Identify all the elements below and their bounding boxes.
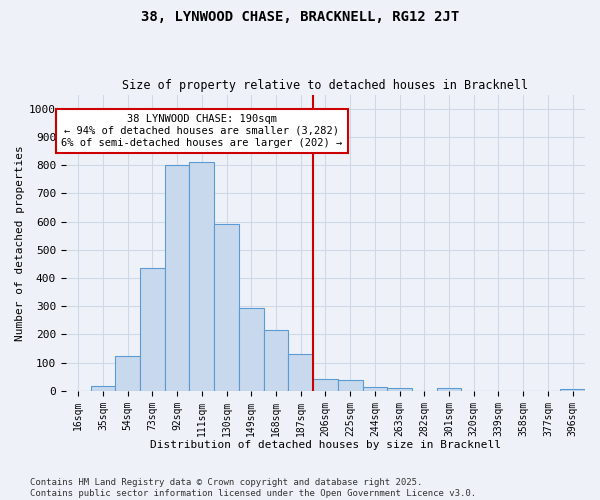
Text: 38, LYNWOOD CHASE, BRACKNELL, RG12 2JT: 38, LYNWOOD CHASE, BRACKNELL, RG12 2JT <box>141 10 459 24</box>
Bar <box>214 224 239 391</box>
Title: Size of property relative to detached houses in Bracknell: Size of property relative to detached ho… <box>122 79 529 92</box>
X-axis label: Distribution of detached houses by size in Bracknell: Distribution of detached houses by size … <box>150 440 501 450</box>
Text: 38 LYNWOOD CHASE: 190sqm
← 94% of detached houses are smaller (3,282)
6% of semi: 38 LYNWOOD CHASE: 190sqm ← 94% of detach… <box>61 114 343 148</box>
Bar <box>263 330 289 391</box>
Bar <box>387 388 412 391</box>
Bar <box>190 162 214 391</box>
Bar <box>165 165 190 391</box>
Bar <box>560 389 585 391</box>
Bar <box>437 388 461 391</box>
Bar <box>239 308 263 391</box>
Bar <box>338 380 362 391</box>
Bar <box>115 356 140 391</box>
Bar <box>140 268 165 391</box>
Y-axis label: Number of detached properties: Number of detached properties <box>15 145 25 340</box>
Bar <box>313 379 338 391</box>
Bar <box>362 387 387 391</box>
Bar <box>91 386 115 391</box>
Text: Contains HM Land Registry data © Crown copyright and database right 2025.
Contai: Contains HM Land Registry data © Crown c… <box>30 478 476 498</box>
Bar <box>289 354 313 391</box>
